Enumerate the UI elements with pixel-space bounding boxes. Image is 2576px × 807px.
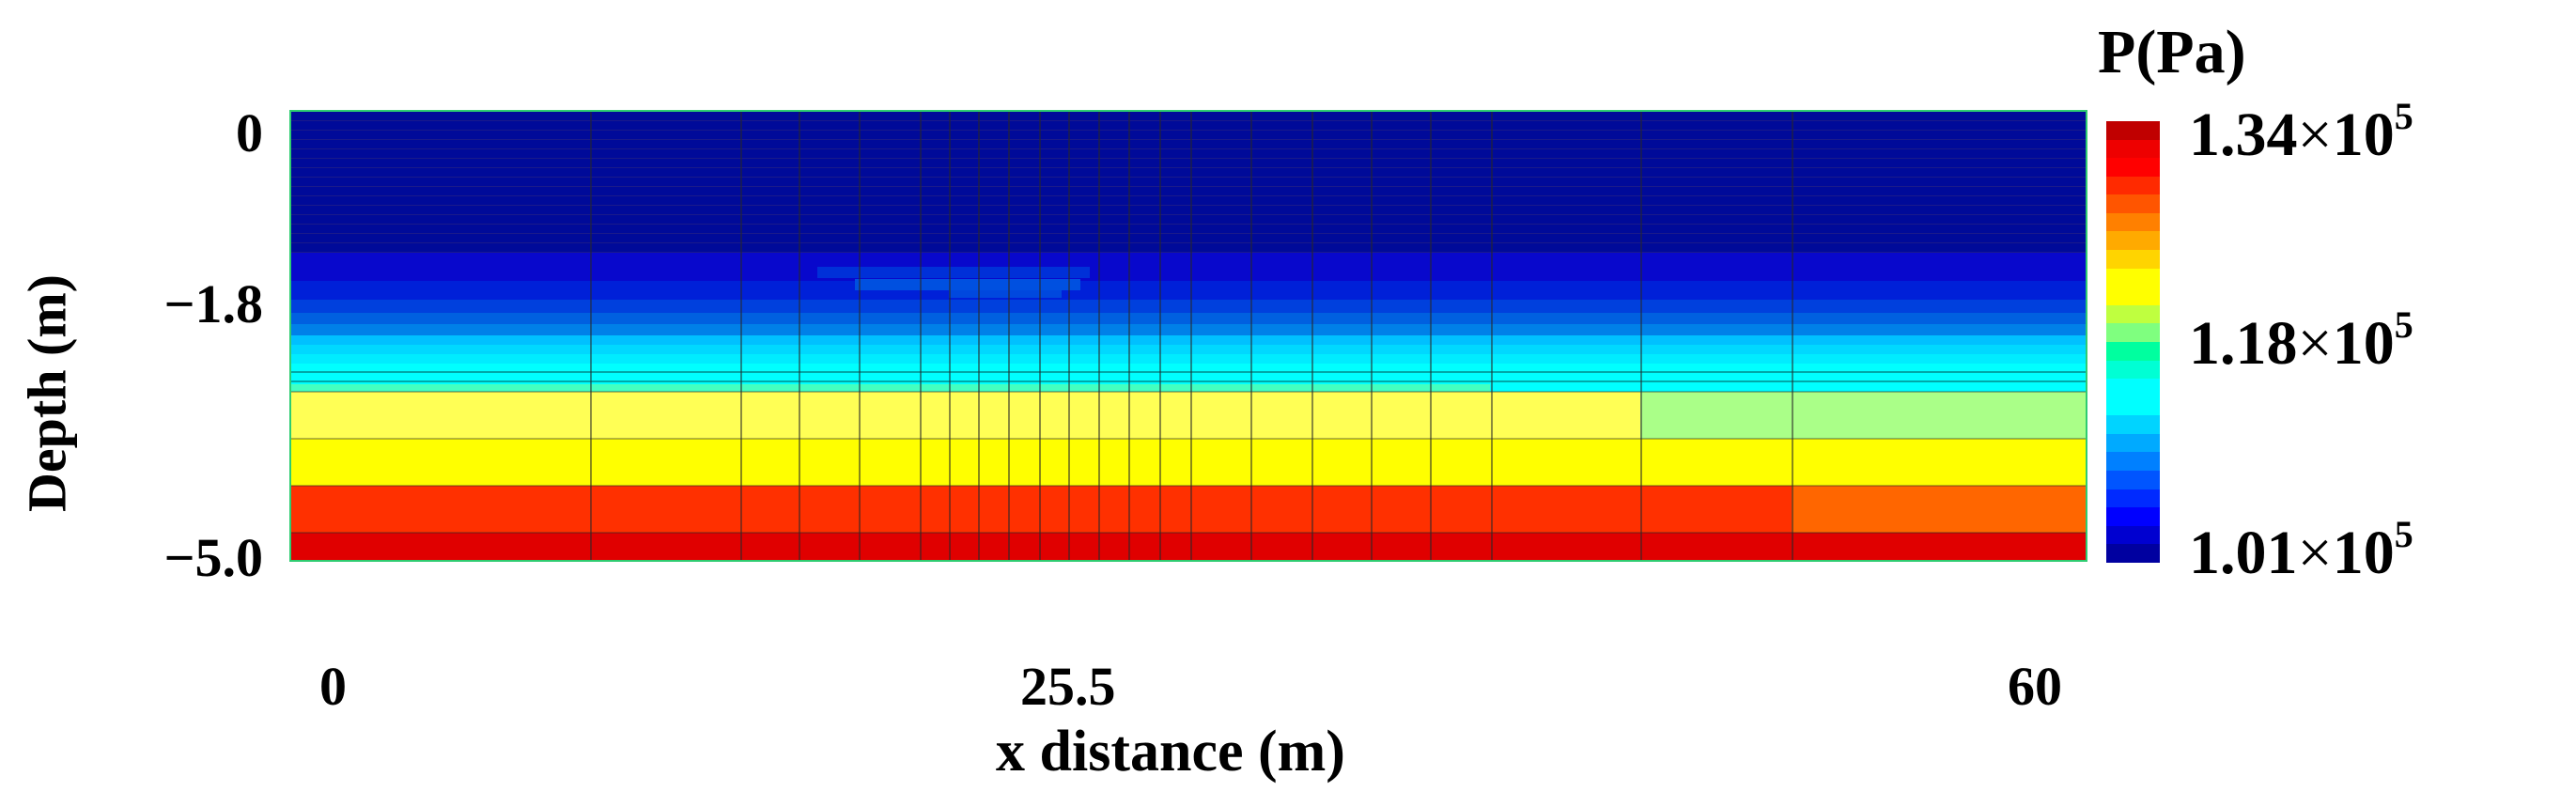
mesh-line: [1371, 112, 1373, 560]
cb-base: 10: [2332, 519, 2395, 587]
y-tick-2: −5.0: [163, 527, 263, 588]
colorbar-step: [2106, 250, 2160, 269]
x-tick-0: 0: [319, 656, 347, 717]
colorbar-step: [2106, 379, 2160, 397]
colorbar-step: [2106, 489, 2160, 508]
colorbar-step: [2106, 158, 2160, 177]
band-cyan-1: [291, 335, 2086, 345]
layer-line: [291, 485, 2086, 487]
band-blue-1: [291, 253, 2086, 281]
mesh-line: [1039, 112, 1041, 560]
y-tick-1: −1.8: [163, 273, 263, 334]
cb-exponent: 5: [2394, 303, 2413, 346]
colorbar-step: [2106, 415, 2160, 434]
band-blue-5: [291, 324, 2086, 335]
colorbar-step: [2106, 194, 2160, 213]
y-tick-0: 0: [236, 102, 263, 163]
band-cyan-4: [291, 364, 2086, 384]
colorbar-step: [2106, 470, 2160, 489]
mesh-line: [1098, 112, 1100, 560]
band-red: [291, 533, 2086, 560]
cb-exponent: 5: [2394, 513, 2413, 555]
colorbar-step: [2106, 231, 2160, 251]
cb-mantissa: 1.18: [2189, 309, 2298, 378]
colorbar-step: [2106, 525, 2160, 545]
mesh-line: [1068, 112, 1070, 560]
band-blue-4: [291, 313, 2086, 324]
patch-cyan-right: [1490, 384, 2086, 392]
times-sign: ×: [2297, 101, 2333, 169]
patch-center-2: [855, 279, 1080, 290]
mesh-line: [1311, 112, 1313, 560]
mesh-line: [1008, 112, 1010, 560]
mesh-line: [590, 112, 592, 560]
mesh-line: [1640, 112, 1642, 560]
colorbar-step: [2106, 121, 2160, 140]
patch-center-3: [949, 290, 1062, 298]
colorbar: [2106, 121, 2160, 563]
colorbar-step: [2106, 507, 2160, 526]
cb-base: 10: [2332, 309, 2395, 378]
colorbar-step: [2106, 396, 2160, 416]
band-yellow: [291, 439, 2086, 486]
colorbar-step: [2106, 176, 2160, 195]
colorbar-step: [2106, 433, 2160, 453]
colorbar-step: [2106, 287, 2160, 305]
mesh-line: [1159, 112, 1161, 560]
band-blue-3: [291, 300, 2086, 313]
colorbar-step: [2106, 139, 2160, 159]
mesh-line: [1430, 112, 1432, 560]
pressure-heatmap: [289, 110, 2087, 562]
layer-line: [291, 532, 2086, 534]
mesh-line: [978, 112, 980, 560]
mesh-line: [740, 112, 742, 560]
patch-light-green: [1640, 392, 2086, 439]
colorbar-step: [2106, 268, 2160, 287]
times-sign: ×: [2297, 309, 2333, 378]
band-surface: [291, 112, 2086, 253]
colorbar-step: [2106, 341, 2160, 361]
colorbar-step: [2106, 323, 2160, 342]
patch-orange: [1792, 486, 2086, 533]
colorbar-tick-mid: 1.18×105: [2189, 303, 2413, 380]
x-axis-label: x distance (m): [996, 720, 1345, 784]
mesh-line: [1190, 112, 1192, 560]
layer-line: [291, 438, 2086, 440]
cb-mantissa: 1.34: [2189, 101, 2298, 169]
colorbar-step: [2106, 360, 2160, 380]
mesh-line: [799, 112, 800, 560]
cb-base: 10: [2332, 101, 2395, 169]
mesh-line: [949, 112, 951, 560]
colorbar-step: [2106, 304, 2160, 324]
band-blue-2: [291, 281, 2086, 300]
colorbar-title: P(Pa): [2098, 18, 2246, 86]
x-tick-1: 25.5: [1020, 656, 1116, 717]
band-mint: [291, 384, 2086, 392]
band-cyan-3: [291, 354, 2086, 364]
cb-exponent: 5: [2394, 95, 2413, 137]
mesh-line: [1792, 112, 1793, 560]
mesh-line: [1250, 112, 1252, 560]
layer-line: [291, 391, 2086, 393]
patch-center-1: [817, 267, 1090, 278]
colorbar-step: [2106, 452, 2160, 471]
mesh-line: [1491, 112, 1493, 560]
x-tick-2: 60: [2008, 656, 2062, 717]
colorbar-tick-max: 1.34×105: [2189, 94, 2413, 171]
mesh-line: [859, 112, 861, 560]
mesh-line: [1128, 112, 1130, 560]
cb-mantissa: 1.01: [2189, 519, 2298, 587]
colorbar-step: [2106, 212, 2160, 232]
times-sign: ×: [2297, 519, 2333, 587]
mesh-line: [920, 112, 922, 560]
colorbar-tick-min: 1.01×105: [2189, 512, 2413, 589]
colorbar-step: [2106, 544, 2160, 563]
band-cyan-2: [291, 345, 2086, 354]
